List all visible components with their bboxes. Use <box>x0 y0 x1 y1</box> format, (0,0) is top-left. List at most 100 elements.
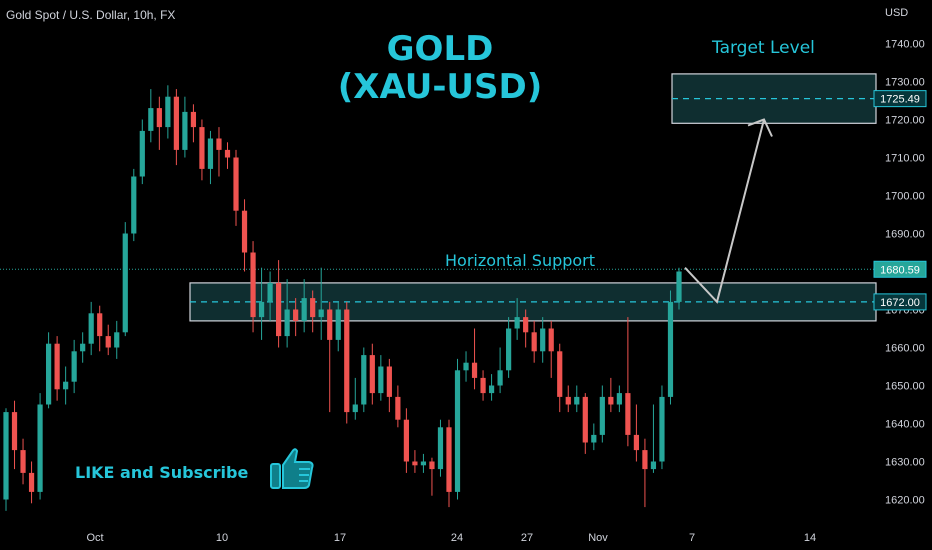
candle-body <box>63 381 69 390</box>
candle-body <box>54 343 60 390</box>
overlay-layer <box>684 118 773 304</box>
candle-body <box>80 343 86 352</box>
candle-body <box>599 396 605 435</box>
candle-body <box>531 332 537 352</box>
y-tick-label: 1740.00 <box>885 39 925 51</box>
candle-body <box>480 377 486 394</box>
x-tick-label: 7 <box>689 532 695 544</box>
candle-body <box>165 96 171 128</box>
candle-body <box>182 111 188 150</box>
y-tick-label: 1700.00 <box>885 191 925 203</box>
candle-body <box>224 149 231 158</box>
candle-body <box>45 343 52 405</box>
candle-body <box>506 328 512 371</box>
candle-body <box>412 461 418 466</box>
target-price-tag: 1725.49 <box>880 94 920 106</box>
candle-body <box>633 434 640 451</box>
target-level-label: Target Level <box>712 38 815 58</box>
candle-body <box>310 298 316 318</box>
candle-body <box>523 317 529 333</box>
candle-body <box>190 111 197 128</box>
candle-body <box>301 298 307 321</box>
candle-body <box>403 419 409 462</box>
x-tick-label: Nov <box>588 532 608 544</box>
candle-body <box>642 450 648 470</box>
candle-body <box>471 362 478 378</box>
projection-path <box>684 119 765 304</box>
candle-body <box>659 396 665 462</box>
y-tick-label: 1650.00 <box>885 381 925 393</box>
candle-body <box>574 396 580 405</box>
candle-body <box>608 396 614 405</box>
x-tick-label: 17 <box>334 532 346 544</box>
x-tick-label: 14 <box>804 532 816 544</box>
candle-body <box>250 252 256 318</box>
candle-body <box>548 328 554 352</box>
candle-body <box>369 355 375 394</box>
candle-body <box>207 138 214 169</box>
candle-body <box>241 210 248 253</box>
candle-body <box>497 370 503 386</box>
candle-body <box>122 233 128 333</box>
candle-body <box>616 393 622 405</box>
candle-body <box>199 127 205 169</box>
candle-body <box>293 309 299 321</box>
y-tick-label: 1620.00 <box>885 495 925 507</box>
symbol-title: Gold Spot / U.S. Dollar, 10h, FX <box>6 8 176 22</box>
y-tick-label: 1630.00 <box>885 457 925 469</box>
last-price-tag: 1680.59 <box>880 264 920 276</box>
candle-body <box>284 309 290 337</box>
candle-body <box>11 412 18 451</box>
candle-body <box>114 332 120 348</box>
thumbs-up-icon <box>270 448 314 489</box>
candle-body <box>582 396 588 443</box>
candle-body <box>446 427 452 492</box>
y-tick-label: 1720.00 <box>885 115 925 127</box>
y-tick-label: 1730.00 <box>885 77 925 89</box>
candle-body <box>488 385 495 394</box>
candle-body <box>156 108 162 128</box>
candle-body <box>71 351 77 382</box>
x-tick-label: 10 <box>216 532 228 544</box>
projection-arrowhead <box>747 118 773 137</box>
candle-body <box>565 396 571 405</box>
support-price-tag: 1672.00 <box>880 297 920 309</box>
y-tick-label: 1710.00 <box>885 153 925 165</box>
candle-body <box>318 309 324 318</box>
last-price-tag-box <box>873 260 927 278</box>
candle-body <box>88 313 94 344</box>
x-tick-label: 27 <box>521 532 533 544</box>
candle-body <box>676 271 682 302</box>
candle-body <box>37 404 43 492</box>
candle-body <box>267 282 273 302</box>
candle-body <box>97 313 103 337</box>
candle-body <box>625 393 631 435</box>
candle-body <box>352 404 358 413</box>
support-price-tag-box <box>873 293 927 311</box>
candle-body <box>3 412 9 500</box>
y-tick-label: 1640.00 <box>885 419 925 431</box>
x-tick-label: 24 <box>451 532 463 544</box>
candle-body <box>650 461 657 470</box>
target-price-tag-box <box>873 90 927 108</box>
like-subscribe-text: LIKE and Subscribe <box>75 463 249 482</box>
zones-layer <box>189 73 877 322</box>
horizontal-support-label: Horizontal Support <box>445 251 596 270</box>
candle-body <box>139 130 145 177</box>
candle-body <box>216 138 222 150</box>
currency-label: USD <box>885 7 909 19</box>
candle-body <box>667 301 674 397</box>
candle-body <box>276 282 282 337</box>
candle-body <box>386 366 392 397</box>
candle-body <box>131 176 137 234</box>
candle-body <box>258 301 265 318</box>
candle-body <box>420 461 427 466</box>
candle-body <box>395 396 401 420</box>
candle-body <box>335 309 341 340</box>
candle-body <box>378 366 384 394</box>
candle-body <box>454 370 461 492</box>
candles-layer <box>3 85 682 511</box>
candle-body <box>173 96 179 150</box>
x-tick-label: Oct <box>86 532 103 544</box>
